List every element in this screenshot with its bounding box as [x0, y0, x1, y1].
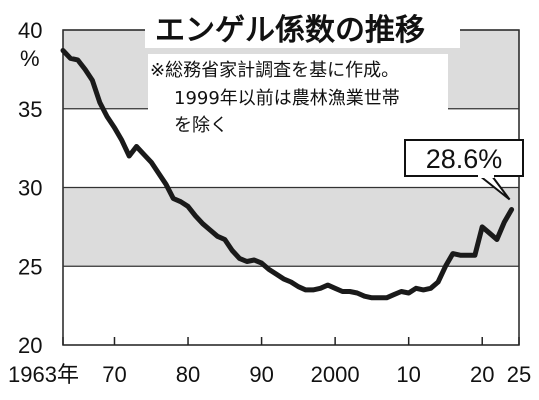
notes-backing	[148, 54, 448, 138]
y-tick-label: 25	[18, 254, 42, 279]
x-tick-label: 25	[507, 362, 531, 387]
note-line-1: ※総務省家計調査を基に作成。	[150, 60, 399, 81]
y-tick-label: 40	[18, 18, 42, 43]
y-tick-label: 30	[18, 176, 42, 201]
y-tick-label: 20	[18, 333, 42, 358]
x-tick-label: 1963年	[8, 362, 79, 387]
callout-seam	[478, 172, 494, 178]
x-tick-label: 70	[102, 362, 126, 387]
chart-title: エンゲル係数の推移	[155, 13, 425, 48]
x-tick-label: 90	[249, 362, 273, 387]
x-tick-label: 20	[470, 362, 494, 387]
y-unit-label: %	[20, 46, 40, 71]
callout-pointer	[479, 175, 511, 201]
note-line-3: を除く	[174, 115, 228, 136]
series-line	[60, 48, 515, 301]
title-backing	[145, 8, 460, 48]
note-line-2: 1999年以前は農林漁業世帯	[174, 88, 400, 109]
callout-label: 28.6%	[426, 144, 503, 174]
x-tick-label: 80	[176, 362, 200, 387]
x-tick-label: 10	[396, 362, 420, 387]
callout-box	[404, 139, 524, 177]
x-axis: 1963年 70 80 90 2000 10 20 25	[8, 337, 531, 387]
y-axis: 20 25 30 35 40	[18, 18, 42, 358]
y-tick-label: 35	[18, 97, 42, 122]
x-tick-label: 2000	[311, 362, 360, 387]
shaded-band-0	[63, 187, 519, 267]
